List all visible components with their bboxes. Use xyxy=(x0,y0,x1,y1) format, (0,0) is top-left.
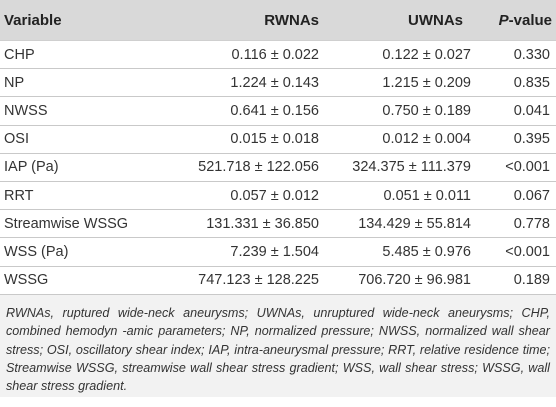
cell-pvalue: 0.189 xyxy=(485,266,556,295)
table-row: IAP (Pa) 521.718 ± 122.056 324.375 ± 111.3… xyxy=(0,153,556,182)
results-table-container: Variable RWNAs UWNAs P-value CHP 0.116 ± … xyxy=(0,0,556,397)
cell-pvalue: 0.041 xyxy=(485,96,556,126)
cell-pvalue: 0.067 xyxy=(485,181,556,211)
header-pvalue-p: P xyxy=(498,11,509,29)
cell-variable: IAP (Pa) xyxy=(0,153,170,182)
header-variable: Variable xyxy=(0,0,170,41)
table-row: CHP 0.116 ± 0.022 0.122 ± 0.027 0.330 xyxy=(0,40,556,70)
cell-pvalue: 0.778 xyxy=(485,209,556,239)
cell-variable: CHP xyxy=(0,40,170,70)
header-uwnas: UWNAs xyxy=(333,0,485,41)
header-pvalue-suffix: -value xyxy=(508,11,552,29)
header-row: Variable RWNAs UWNAs P-value xyxy=(0,0,556,41)
table-row: WSSG 747.123 ± 128.225 706.720 ± 96.981 0.1… xyxy=(0,266,556,295)
cell-rwnas: 0.015 ± 0.018 xyxy=(170,125,333,154)
header-rwnas: RWNAs xyxy=(170,0,333,41)
cell-variable: NWSS xyxy=(0,96,170,126)
cell-uwnas: 0.012 ± 0.004 xyxy=(333,125,485,154)
cell-rwnas: 0.057 ± 0.012 xyxy=(170,181,333,211)
cell-variable: OSI xyxy=(0,125,170,154)
table-row: NP 1.224 ± 0.143 1.215 ± 0.209 0.835 xyxy=(0,68,556,98)
cell-variable: RRT xyxy=(0,181,170,211)
cell-uwnas: 706.720 ± 96.981 xyxy=(333,266,485,295)
cell-uwnas: 134.429 ± 55.814 xyxy=(333,209,485,239)
cell-rwnas: 747.123 ± 128.225 xyxy=(170,266,333,295)
table-row: Streamwise WSSG 131.331 ± 36.850 134.429 ±… xyxy=(0,209,556,239)
cell-uwnas: 0.122 ± 0.027 xyxy=(333,40,485,70)
cell-pvalue: <0.001 xyxy=(485,153,556,182)
table-footnote: RWNAs, ruptured wide-neck aneurysms; UWN… xyxy=(0,294,556,397)
table-body: CHP 0.116 ± 0.022 0.122 ± 0.027 0.330 NP 1.22… xyxy=(0,40,556,295)
cell-uwnas: 1.215 ± 0.209 xyxy=(333,68,485,98)
cell-rwnas: 0.641 ± 0.156 xyxy=(170,96,333,126)
cell-rwnas: 521.718 ± 122.056 xyxy=(170,153,333,182)
cell-uwnas: 324.375 ± 111.379 xyxy=(333,153,485,182)
cell-pvalue: 0.395 xyxy=(485,125,556,154)
cell-rwnas: 131.331 ± 36.850 xyxy=(170,209,333,239)
cell-uwnas: 0.051 ± 0.011 xyxy=(333,181,485,211)
cell-variable: WSS (Pa) xyxy=(0,237,170,267)
cell-variable: WSSG xyxy=(0,266,170,295)
cell-pvalue: 0.330 xyxy=(485,40,556,70)
header-pvalue: P-value xyxy=(485,0,556,41)
table-row: OSI 0.015 ± 0.018 0.012 ± 0.004 0.395 xyxy=(0,125,556,154)
results-table: Variable RWNAs UWNAs P-value CHP 0.116 ± … xyxy=(0,0,556,295)
cell-variable: NP xyxy=(0,68,170,98)
table-row: RRT 0.057 ± 0.012 0.051 ± 0.011 0.067 xyxy=(0,181,556,211)
table-row: WSS (Pa) 7.239 ± 1.504 5.485 ± 0.976 <0.001 xyxy=(0,237,556,267)
cell-rwnas: 1.224 ± 0.143 xyxy=(170,68,333,98)
table-header: Variable RWNAs UWNAs P-value xyxy=(0,0,556,41)
cell-pvalue: <0.001 xyxy=(485,237,556,267)
cell-rwnas: 0.116 ± 0.022 xyxy=(170,40,333,70)
table-row: NWSS 0.641 ± 0.156 0.750 ± 0.189 0.041 xyxy=(0,96,556,126)
cell-uwnas: 0.750 ± 0.189 xyxy=(333,96,485,126)
cell-uwnas: 5.485 ± 0.976 xyxy=(333,237,485,267)
cell-variable: Streamwise WSSG xyxy=(0,209,170,239)
cell-pvalue: 0.835 xyxy=(485,68,556,98)
cell-rwnas: 7.239 ± 1.504 xyxy=(170,237,333,267)
